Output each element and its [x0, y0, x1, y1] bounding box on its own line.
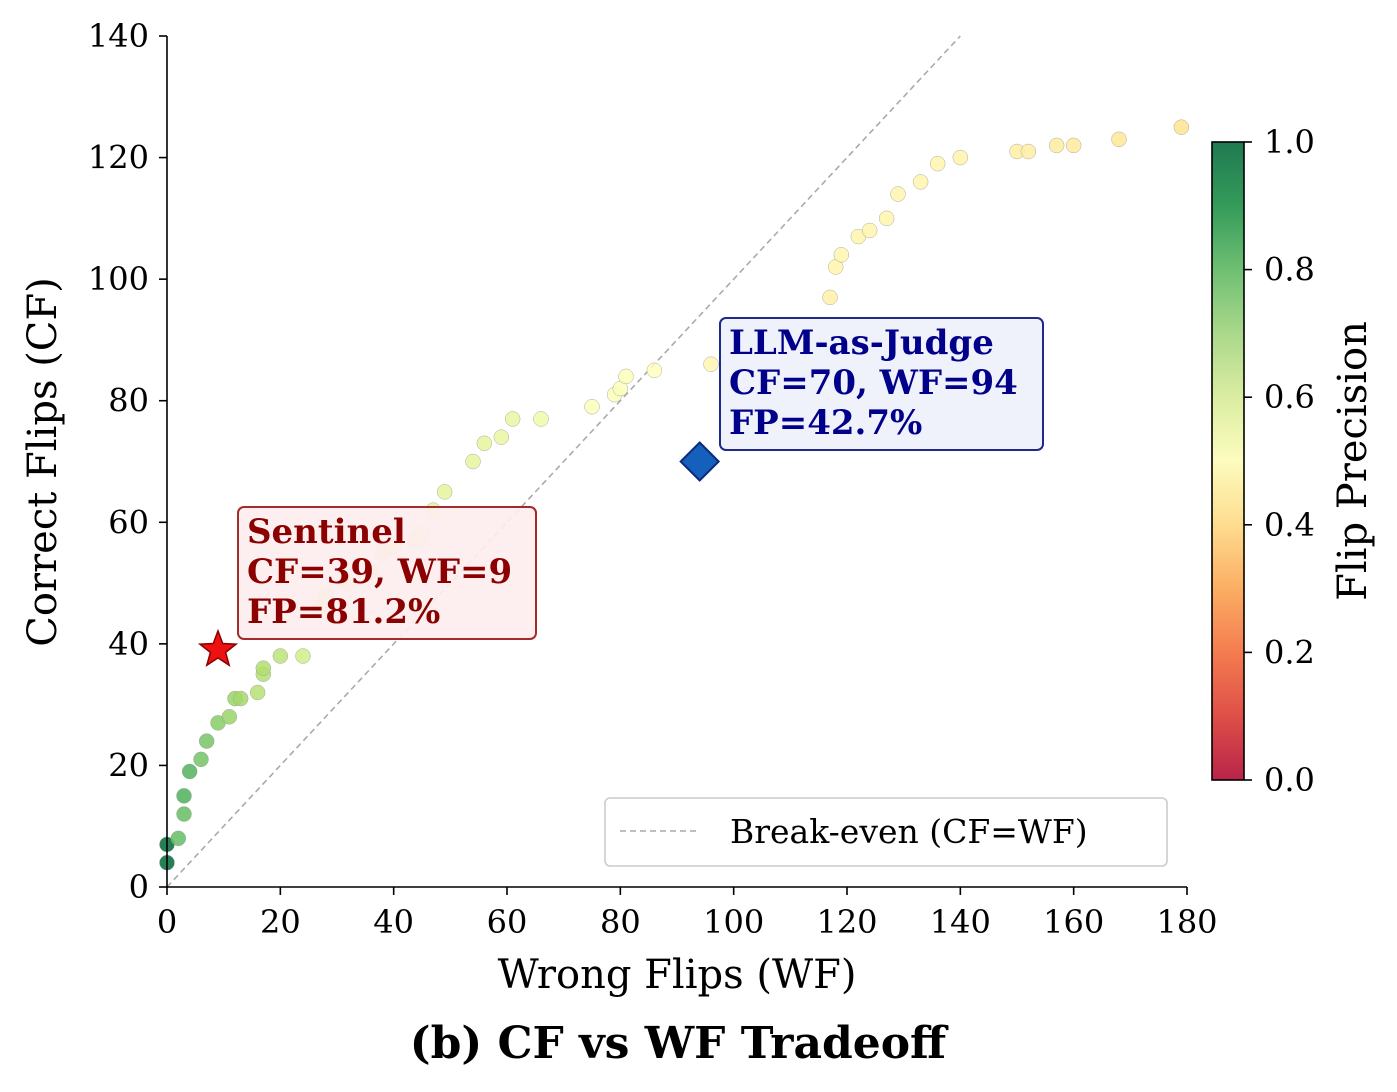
x-tick-label: 160 [1043, 903, 1104, 941]
scatter-point [176, 806, 192, 822]
scatter-point [198, 733, 215, 749]
legend-box [604, 797, 1168, 867]
scatter-point [493, 429, 510, 445]
colorbar-tick-label: 0.2 [1264, 633, 1315, 671]
scatter-point [249, 684, 266, 701]
llm-judge-annotation-line: CF=70, WF=94 [729, 363, 1018, 403]
sentinel-annotation-line: CF=39, WF=9 [247, 552, 512, 592]
scatter-point [878, 210, 895, 227]
x-tick-label: 120 [816, 903, 877, 941]
x-tick-label: 20 [260, 903, 301, 941]
x-axis-title: Wrong Flips (WF) [498, 952, 857, 998]
scatter-point [255, 660, 272, 676]
colorbar-tick-label: 1.0 [1264, 123, 1315, 161]
scatter-point [436, 484, 453, 500]
llm-judge-annotation-line: FP=42.7% [729, 403, 922, 443]
llm-judge-annotation-box [719, 317, 1044, 451]
scatter-point [1020, 143, 1037, 160]
scatter-point [295, 648, 311, 664]
scatter-point [232, 690, 249, 707]
chart-title: (b) CF vs WF Tradeoff [410, 1018, 949, 1069]
llm-judge-annotation-line: LLM-as-Judge [729, 323, 994, 363]
scatter-point [193, 751, 209, 768]
scatter-point [912, 174, 929, 190]
legend-break-even-label: Break-even (CF=WF) [730, 812, 1088, 851]
scatter-point [833, 247, 850, 263]
sentinel-annotation-line: FP=81.2% [247, 592, 440, 632]
x-tick-label: 40 [373, 903, 414, 941]
llm-judge-diamond-marker [679, 441, 721, 482]
scatter-point [646, 362, 663, 379]
y-tick-label: 40 [108, 625, 149, 663]
scatter-point [170, 830, 187, 847]
scatter-point [929, 155, 946, 172]
x-tick-label: 180 [1156, 903, 1217, 941]
x-tick-label: 0 [157, 903, 177, 941]
y-tick-label: 0 [129, 868, 149, 906]
colorbar-tick-label: 0.8 [1264, 251, 1315, 289]
scatter-point [584, 399, 600, 415]
y-tick-label: 140 [88, 17, 149, 55]
y-tick-label: 80 [108, 382, 149, 420]
x-tick-label: 100 [703, 903, 764, 941]
scatter-point [703, 356, 719, 372]
y-tick-label: 20 [108, 746, 149, 784]
scatter-point [272, 648, 289, 664]
axes: 0 20 40 60 80 100 120 140 160 180 0 20 40 60 80 100 120 1… [88, 17, 1218, 941]
y-axis-title: Correct Flips (CF) [20, 277, 66, 647]
scatter-point [822, 289, 838, 306]
scatter-point [952, 149, 969, 166]
scatter-point [1048, 137, 1065, 154]
scatter-point [890, 186, 906, 202]
scatter-point [465, 453, 481, 470]
sentinel-annotation-box [237, 506, 537, 640]
break-even-line [166, 35, 961, 888]
colorbar-tick-label: 0.4 [1264, 506, 1315, 544]
scatter-point [618, 368, 634, 385]
y-tick-label: 100 [88, 260, 149, 298]
y-tick-label: 60 [108, 503, 149, 541]
y-tick-label: 120 [88, 139, 149, 177]
x-tick-label: 140 [930, 903, 991, 941]
colorbar: 0.0 0.2 0.4 0.6 0.8 1.0 [1211, 123, 1315, 799]
x-tick-label: 80 [600, 903, 641, 941]
plot-area [159, 35, 1190, 888]
scatter-point [861, 222, 878, 239]
x-tick-label: 60 [487, 903, 528, 941]
sentinel-star-marker [197, 628, 239, 668]
colorbar-gradient [1211, 141, 1245, 781]
scatter-point [1065, 137, 1082, 154]
scatter-point [176, 788, 192, 804]
scatter-point [504, 411, 521, 427]
scatter-point [1173, 119, 1190, 135]
legend: Break-even (CF=WF) [604, 797, 1168, 867]
scatter-point [221, 709, 238, 725]
scatter-point [533, 411, 549, 427]
colorbar-tick-label: 0.6 [1264, 378, 1315, 416]
scatter-point [476, 435, 493, 451]
sentinel-annotation-line: Sentinel [247, 512, 406, 552]
colorbar-title: Flip Precision [1330, 321, 1376, 601]
scatter-point [181, 763, 198, 780]
colorbar-tick-label: 0.0 [1264, 761, 1315, 799]
scatter-point [1111, 131, 1127, 148]
